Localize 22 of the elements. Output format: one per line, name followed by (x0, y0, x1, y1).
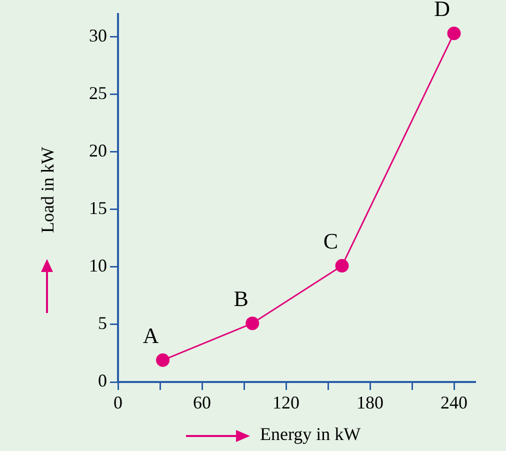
y-tick-label: 15 (89, 198, 107, 218)
annotation: D (434, 0, 450, 22)
y-tick-label: 25 (89, 83, 107, 104)
x-tick-label: 60 (193, 392, 211, 413)
annotation: A (142, 322, 159, 348)
point (246, 316, 260, 330)
y-tick-label: 0 (98, 370, 107, 391)
y-tick-label: 10 (89, 256, 107, 276)
x-tick-label: 240 (440, 392, 468, 413)
annotation: C (323, 228, 338, 254)
y-tick-label: 20 (89, 140, 107, 161)
y-tick-label: 5 (98, 313, 107, 334)
x-tick-label: 0 (114, 392, 122, 413)
x-tick-label: 120 (272, 392, 300, 413)
x-tick-label: 180 (356, 392, 384, 413)
point (156, 353, 170, 367)
x-axis-title: Energy in kW (260, 424, 361, 445)
annotation: B (234, 286, 248, 312)
y-axis-title: Load in kW (38, 147, 58, 233)
y-tick-label: 30 (89, 26, 107, 46)
point (335, 259, 349, 273)
point (447, 26, 461, 40)
